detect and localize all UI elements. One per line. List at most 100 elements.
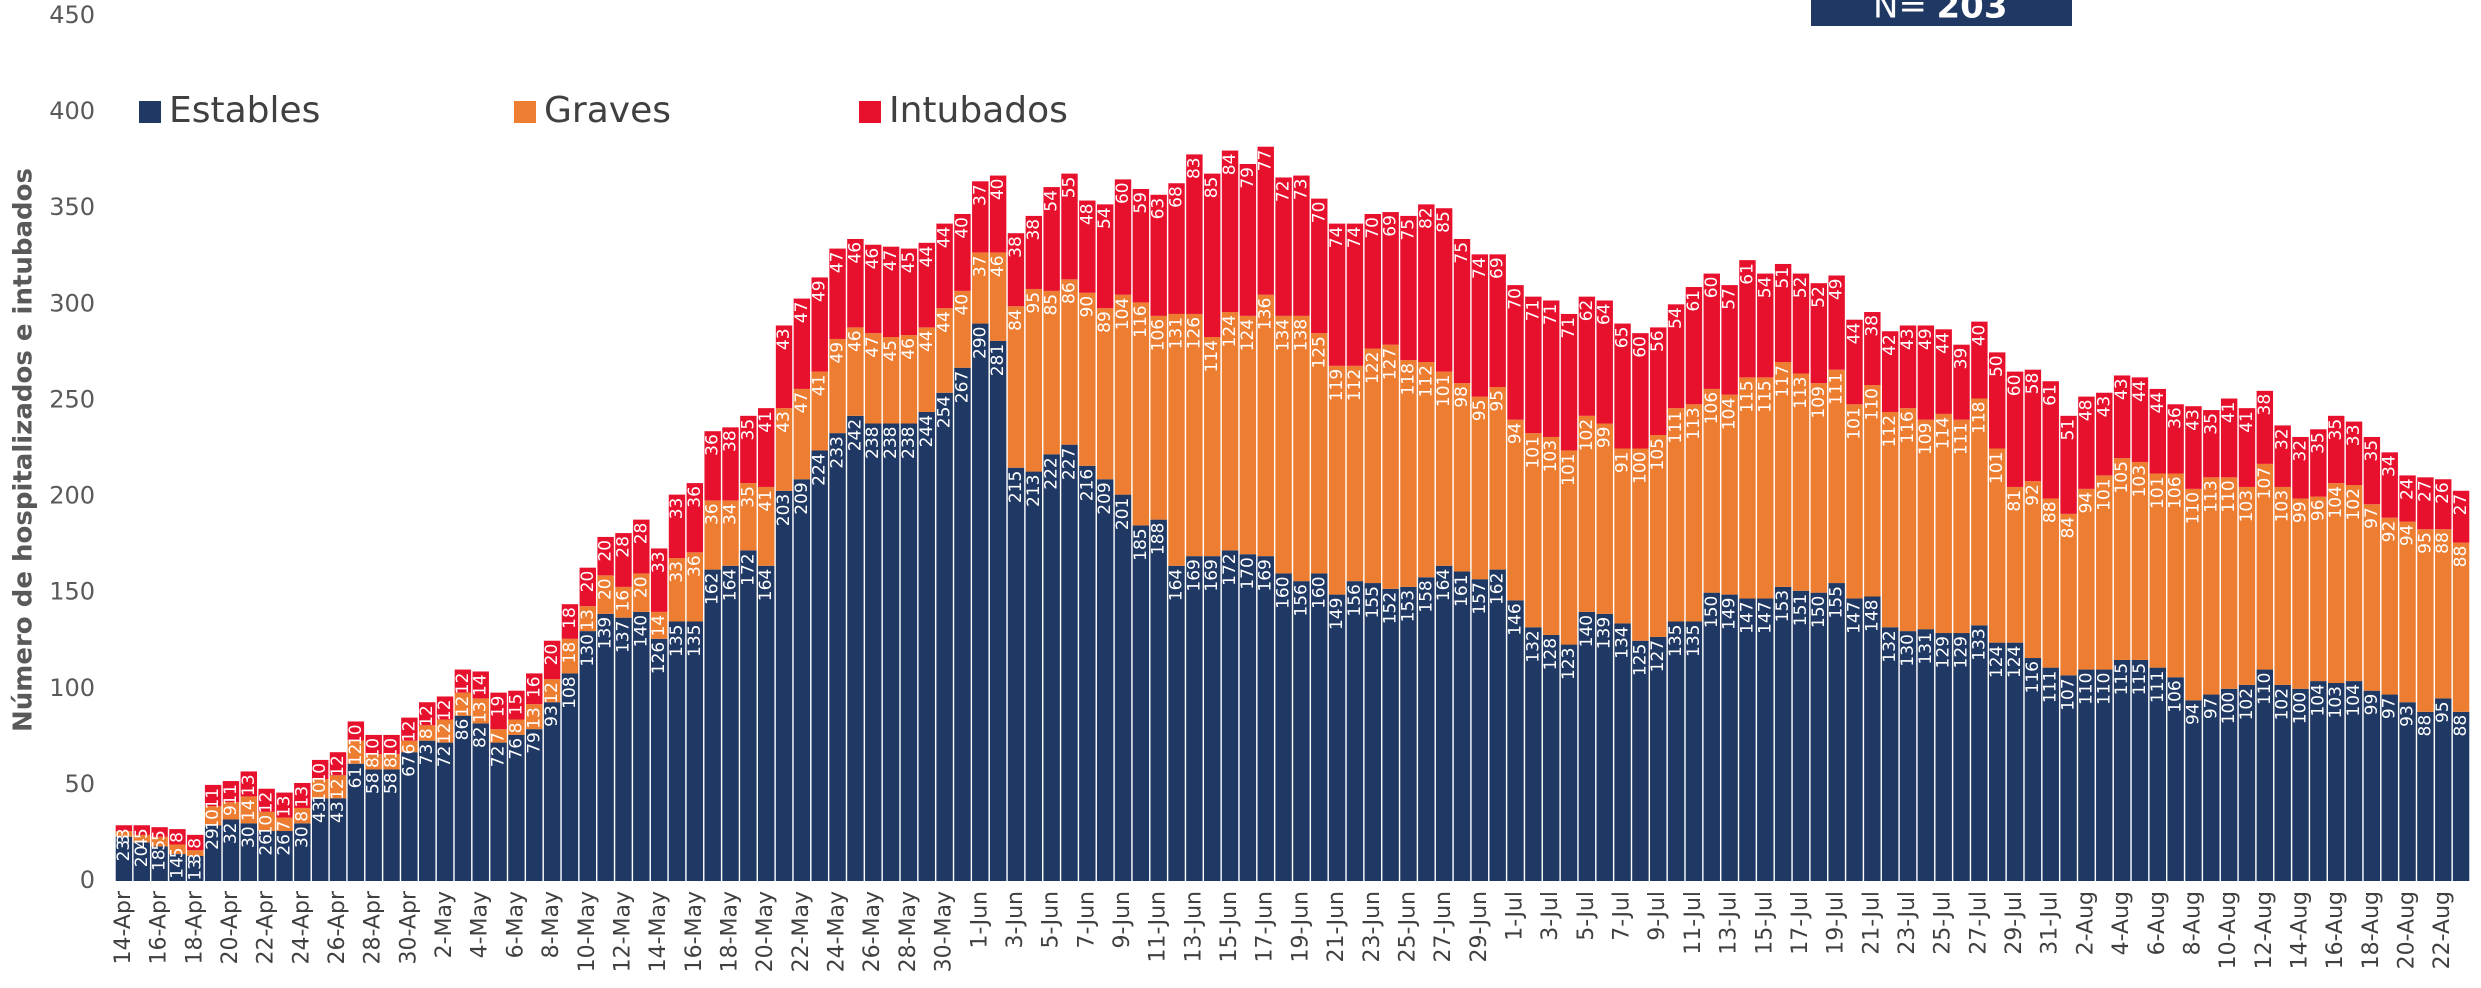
bar-segment: [615, 586, 632, 618]
bar-segment: [472, 723, 489, 881]
x-tick-label: 13-Jun: [1181, 891, 1206, 963]
data-label: 150: [1702, 596, 1722, 628]
data-label: 209: [792, 482, 812, 514]
x-tick-label: 23-Jun: [1360, 891, 1385, 963]
bar-segment: [1632, 448, 1649, 641]
bar-segment: [240, 771, 258, 797]
bar-segment: [490, 729, 507, 743]
bar-segment: [1953, 633, 1970, 881]
bar-segment: [1346, 365, 1364, 582]
bar-segment: [811, 371, 828, 451]
x-tick-label: 22-Apr: [254, 890, 279, 964]
bar-segment: [2096, 669, 2113, 881]
x-tick-label: 23-Jul: [1895, 891, 1920, 955]
bar-segment: [1096, 204, 1114, 309]
bar-segment: [1899, 408, 1917, 632]
x-tick-label: 7-Jun: [1074, 891, 1099, 949]
data-label: 14: [649, 615, 669, 637]
data-label: 58: [2023, 373, 2043, 395]
bar-segment: [222, 819, 240, 881]
bar-segment: [1667, 408, 1685, 622]
bar-segment: [1864, 385, 1881, 597]
data-label: 101: [1523, 436, 1543, 468]
data-label: 35: [2326, 419, 2346, 441]
data-label: 100: [2219, 692, 2239, 724]
data-label: 156: [1291, 584, 1311, 616]
x-tick-label: 8-Aug: [2180, 891, 2205, 955]
data-label: 103: [2130, 465, 2150, 497]
data-label: 76: [506, 738, 526, 760]
data-label: 41: [2237, 411, 2257, 433]
bar-segment: [1382, 344, 1399, 589]
bar-segment: [722, 565, 739, 881]
data-label: 135: [1666, 625, 1686, 657]
bar-segment: [722, 500, 739, 566]
data-label: 72: [489, 746, 509, 768]
bar-segment: [847, 327, 864, 416]
data-label: 91: [1613, 452, 1633, 474]
data-label: 41: [2219, 402, 2239, 424]
data-label: 126: [649, 642, 669, 674]
bar-segment: [1418, 204, 1435, 362]
y-tick-label: 200: [49, 482, 95, 510]
data-label: 104: [2326, 486, 2346, 518]
data-label: 110: [2076, 673, 2096, 705]
bar-segment: [1114, 179, 1132, 295]
data-label: 113: [1791, 377, 1811, 409]
bar-segment: [1489, 386, 1506, 570]
data-label: 48: [1077, 204, 1097, 226]
x-tick-label: 3-Jul: [1538, 891, 1563, 941]
bar-segment: [2327, 415, 2345, 484]
bar-segment: [1739, 260, 1756, 378]
bar-segment: [2452, 490, 2470, 543]
bar-segment: [2149, 388, 2166, 474]
data-label: 52: [1809, 286, 1829, 308]
data-label: 68: [1167, 186, 1187, 208]
bar-segment: [1846, 598, 1863, 881]
data-label: 97: [2380, 698, 2400, 720]
data-label: 203: [774, 494, 794, 526]
data-label: 104: [2344, 684, 2364, 716]
bar-segment: [2024, 481, 2042, 659]
bar-segment: [1864, 312, 1881, 386]
data-label: 95: [1024, 292, 1044, 314]
bar-segment: [1453, 238, 1471, 384]
data-label: 56: [1648, 330, 1668, 352]
bar-segment: [490, 692, 507, 730]
bar-segment: [1971, 625, 1988, 881]
bar-segment: [1204, 556, 1221, 881]
data-label: 84: [1006, 309, 1026, 331]
data-label: 65: [1613, 327, 1633, 349]
bar-segment: [2363, 690, 2381, 881]
bar-segment: [650, 548, 668, 612]
data-label: 41: [756, 411, 776, 433]
bar-segment: [2417, 711, 2434, 881]
bar-segment: [1685, 287, 1703, 405]
data-label: 13: [274, 796, 294, 818]
bar-segment: [133, 842, 150, 881]
data-label: 3: [114, 834, 134, 845]
bar-segment: [1685, 621, 1703, 881]
bar-segment: [1400, 215, 1417, 361]
data-label: 20: [578, 571, 598, 593]
bar-segment: [1293, 315, 1310, 582]
bar-segment: [740, 415, 757, 484]
data-label: 88: [2451, 546, 2471, 568]
bar-segment: [258, 788, 275, 812]
data-label: 20: [596, 578, 616, 600]
bar-segment: [1578, 296, 1596, 416]
bar-segment: [882, 423, 900, 881]
data-label: 114: [1202, 340, 1222, 372]
bar-segment: [2203, 694, 2220, 881]
bar-segment: [2078, 669, 2095, 881]
bar-segment: [204, 825, 222, 881]
data-label: 33: [2344, 425, 2364, 447]
bar-segment: [543, 640, 561, 680]
x-tick-label: 14-May: [646, 891, 671, 972]
bar-segment: [650, 638, 668, 881]
bar-segment: [2292, 688, 2309, 881]
data-label: 99: [2362, 694, 2382, 716]
data-label: 127: [1648, 640, 1668, 672]
data-label: 43: [2094, 396, 2114, 418]
data-label: 49: [1827, 279, 1847, 301]
